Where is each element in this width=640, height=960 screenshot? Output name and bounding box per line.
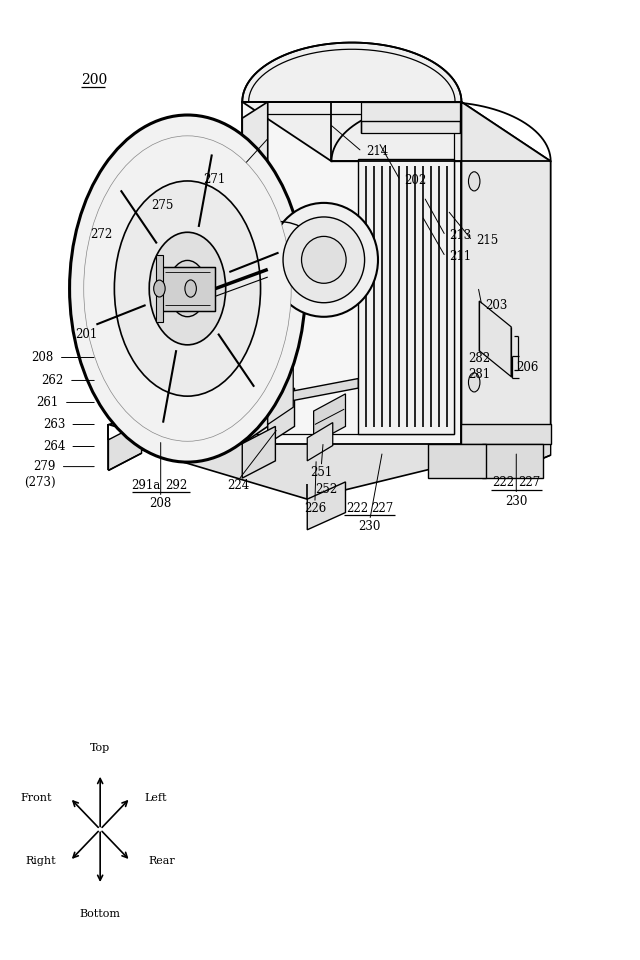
Ellipse shape (301, 236, 346, 283)
Polygon shape (479, 301, 511, 376)
Polygon shape (428, 444, 486, 478)
Polygon shape (124, 375, 244, 424)
Text: Left: Left (145, 793, 167, 803)
Text: 279: 279 (33, 460, 56, 473)
Text: Right: Right (25, 856, 56, 866)
Text: 230: 230 (358, 520, 381, 534)
Polygon shape (362, 102, 460, 133)
Polygon shape (314, 394, 346, 444)
Ellipse shape (283, 217, 365, 302)
Text: (273): (273) (24, 476, 56, 490)
Polygon shape (268, 367, 293, 424)
Ellipse shape (154, 280, 165, 297)
Polygon shape (159, 267, 216, 311)
Polygon shape (156, 255, 163, 322)
Ellipse shape (269, 203, 378, 317)
Polygon shape (243, 102, 550, 161)
Ellipse shape (149, 232, 226, 345)
Polygon shape (505, 424, 550, 474)
Polygon shape (243, 42, 461, 102)
Text: 292: 292 (166, 479, 188, 492)
Text: 282: 282 (468, 352, 491, 365)
Polygon shape (461, 424, 550, 444)
Polygon shape (243, 102, 268, 444)
Ellipse shape (115, 180, 260, 396)
Text: 222: 222 (492, 476, 515, 490)
Polygon shape (243, 102, 461, 444)
Polygon shape (108, 365, 550, 484)
Text: 208: 208 (31, 351, 54, 364)
Text: 215: 215 (476, 234, 499, 247)
Text: 261: 261 (36, 396, 59, 409)
Polygon shape (268, 388, 294, 444)
Text: 227: 227 (371, 502, 394, 516)
Polygon shape (307, 422, 333, 461)
Polygon shape (307, 482, 346, 530)
Ellipse shape (468, 172, 480, 191)
Text: 291a: 291a (131, 479, 160, 492)
Text: 224: 224 (227, 479, 250, 492)
Text: 213: 213 (449, 229, 472, 243)
Text: 203: 203 (486, 300, 508, 312)
Polygon shape (268, 378, 358, 405)
Text: 281: 281 (468, 369, 491, 381)
Text: 200: 200 (81, 73, 108, 87)
Text: 275: 275 (151, 199, 173, 212)
Text: 263: 263 (43, 418, 65, 431)
Text: 201: 201 (75, 328, 97, 341)
Text: 272: 272 (91, 228, 113, 242)
Text: 227: 227 (518, 476, 540, 490)
Text: 211: 211 (449, 251, 472, 263)
Text: 202: 202 (404, 174, 426, 187)
Text: 262: 262 (42, 374, 64, 387)
Text: 214: 214 (366, 145, 388, 158)
Text: 271: 271 (204, 173, 226, 186)
Text: Rear: Rear (148, 856, 175, 866)
Polygon shape (243, 426, 275, 478)
Text: 208: 208 (150, 497, 172, 511)
Polygon shape (461, 102, 550, 444)
Text: 206: 206 (516, 361, 539, 373)
Text: Bottom: Bottom (79, 909, 121, 919)
Ellipse shape (468, 372, 480, 392)
Text: 251: 251 (310, 466, 332, 479)
Polygon shape (358, 159, 454, 434)
Text: 222: 222 (346, 502, 368, 516)
Polygon shape (108, 422, 141, 470)
Text: Top: Top (90, 743, 110, 753)
Text: 252: 252 (316, 483, 337, 496)
Text: Front: Front (20, 793, 52, 803)
Polygon shape (108, 380, 550, 499)
Text: 226: 226 (304, 502, 326, 516)
Ellipse shape (185, 280, 196, 298)
Text: 264: 264 (43, 440, 65, 453)
Text: 230: 230 (505, 494, 527, 508)
Polygon shape (483, 444, 543, 478)
Ellipse shape (70, 115, 305, 462)
Ellipse shape (168, 260, 207, 317)
Ellipse shape (84, 135, 291, 442)
